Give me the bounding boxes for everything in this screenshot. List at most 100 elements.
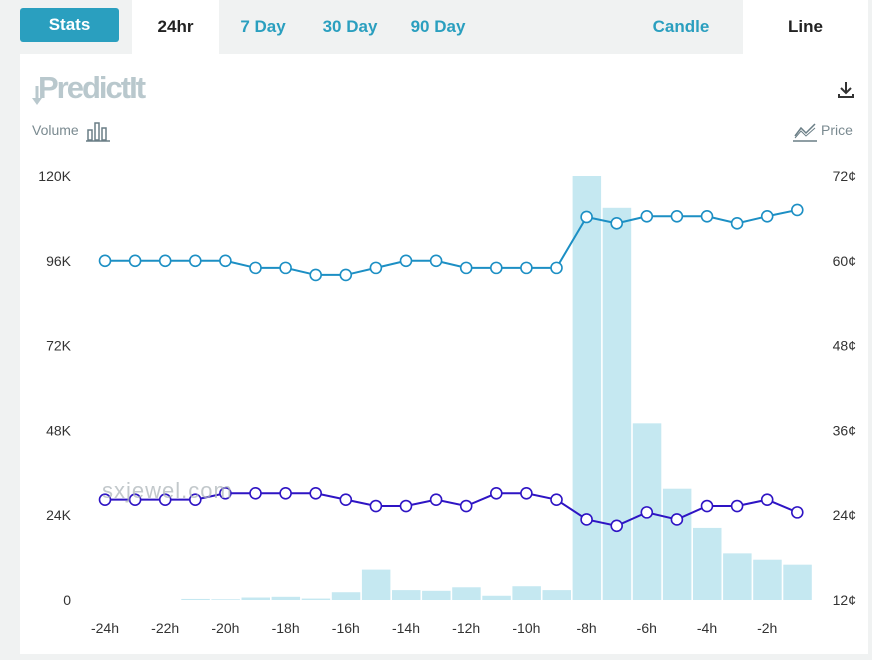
series-point [128, 493, 142, 506]
x-axis-tick-label: -16h [332, 620, 360, 636]
x-axis: -24h -22h -20h -18h -16h -14h -12h -10h -8h -6h -4… [91, 620, 777, 636]
x-axis-tick-label: -20h [211, 620, 239, 636]
series-point [249, 486, 262, 500]
series-point [580, 513, 593, 526]
series-line [105, 208, 798, 276]
volume-bar [783, 564, 812, 600]
series-point [459, 261, 473, 275]
x-axis-tick-label: -6h [637, 620, 657, 636]
series-point [489, 486, 503, 500]
left-axis-tick-label: 72K [46, 338, 72, 354]
x-axis-tick-label: -8h [576, 620, 596, 636]
volume-bar [512, 586, 541, 600]
top-toolbar: Stats 24hr 7 Day 30 Day 90 Day Candle Li… [0, 0, 872, 54]
bar-chart-icon[interactable] [86, 120, 112, 142]
volume-bars [181, 176, 812, 601]
line-chart-icon[interactable] [793, 120, 819, 142]
right-axis-tick-label: 72¢ [833, 168, 856, 184]
series-point [189, 254, 202, 268]
volume-bar [241, 597, 270, 600]
price-axis-label: Price [821, 122, 853, 138]
series-point [219, 486, 232, 500]
series-point [249, 261, 262, 275]
series-point [610, 519, 624, 533]
volume-bar [452, 587, 481, 600]
right-axis: 12¢ 24¢ 36¢ 48¢ 60¢ 72¢ [833, 168, 856, 608]
series-point [279, 486, 292, 500]
series-point [399, 254, 413, 268]
tab-7-day[interactable]: 7 Day [240, 17, 286, 36]
tab-30-day[interactable]: 30 Day [322, 17, 378, 36]
volume-bar [392, 590, 421, 600]
left-axis-tick-label: 120K [38, 168, 71, 184]
volume-bar [693, 527, 722, 600]
volume-bar [482, 595, 511, 600]
volume-bar [211, 599, 240, 600]
series-point [550, 261, 563, 275]
series-point [520, 486, 533, 500]
left-axis-tick-label: 0 [63, 592, 71, 608]
right-axis-tick-label: 12¢ [833, 592, 856, 608]
series-point [158, 254, 172, 268]
x-axis-tick-label: -18h [272, 620, 300, 636]
series-point [309, 268, 323, 282]
series-point [128, 254, 142, 268]
series-point [369, 499, 383, 513]
series-point [429, 493, 443, 506]
volume-axis-label: Volume [32, 122, 79, 138]
series-point [760, 493, 774, 506]
tab-candle[interactable]: Candle [652, 17, 710, 36]
series-point [730, 499, 744, 513]
volume-bar [753, 559, 782, 600]
price-series-2 [98, 486, 804, 533]
tab-line[interactable]: Line [743, 0, 868, 54]
series-point [760, 209, 774, 223]
series-point [730, 217, 744, 230]
series-point [790, 203, 804, 217]
series-point [219, 254, 232, 268]
volume-bar [602, 207, 632, 601]
series-point [339, 493, 353, 506]
series-point [790, 506, 804, 519]
x-axis-tick-label: -24h [91, 620, 119, 636]
series-point [399, 499, 413, 513]
tab-90-day[interactable]: 90 Day [410, 17, 466, 36]
price-series-1 [98, 203, 804, 282]
series-point [429, 254, 443, 268]
watermark: sxjewel.com [102, 478, 233, 503]
series-point [369, 261, 383, 275]
series-point [700, 209, 714, 223]
series-point [459, 499, 473, 513]
volume-bar [723, 553, 752, 600]
tab-24hr[interactable]: 24hr [132, 0, 219, 54]
x-axis-tick-label: -4h [697, 620, 717, 636]
left-axis: 0 24K 48K 72K 96K 120K [38, 168, 71, 608]
volume-bar [422, 590, 451, 600]
x-axis-tick-label: -2h [757, 620, 777, 636]
left-axis-tick-label: 96K [46, 253, 72, 269]
series-point [98, 254, 112, 268]
series-point [610, 217, 624, 230]
volume-bar [572, 176, 602, 600]
series-point [189, 493, 202, 506]
series-point [339, 268, 353, 282]
volume-bar [542, 590, 571, 600]
series-point [550, 493, 563, 506]
volume-bar [271, 596, 301, 600]
x-axis-tick-label: -22h [151, 620, 179, 636]
logo: PredictIt [38, 70, 146, 105]
volume-bar [301, 598, 331, 600]
series-point [640, 506, 654, 519]
right-axis-tick-label: 48¢ [833, 338, 856, 354]
right-axis-tick-label: 60¢ [833, 253, 856, 269]
download-icon[interactable] [836, 80, 856, 100]
x-axis-tick-label: -12h [452, 620, 480, 636]
series-point [580, 210, 593, 224]
series-point [279, 261, 292, 275]
series-point [309, 486, 323, 500]
volume-bar [331, 592, 361, 600]
stats-button[interactable]: Stats [20, 8, 119, 42]
series-point [520, 261, 533, 275]
left-axis-tick-label: 48K [46, 422, 72, 438]
